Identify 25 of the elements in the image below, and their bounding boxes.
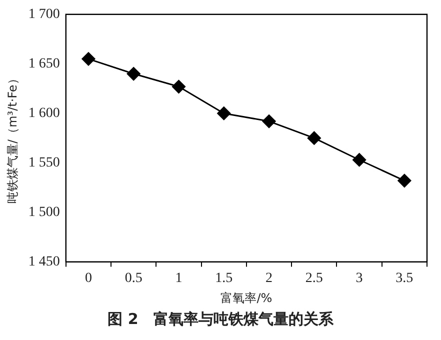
point [307,131,321,145]
y-tick-label: 1 650 [28,56,60,72]
x-tick-label: 3 [356,270,363,286]
x-tick-label: 0 [84,270,92,286]
x-tick-label: 2.5 [305,270,323,286]
y-tick-label: 1 700 [28,7,60,22]
y-tick-label: 1 500 [28,204,60,220]
text: 图 2 富氧率与吨铁煤气量的关系 [106,310,334,329]
y-tick-label: 1 550 [28,156,60,171]
y-axis-title: 吨铁煤气量/（m³/t·Fe） [5,72,20,204]
x-tick-label: 2 [266,270,273,286]
x-tick-label: 1.5 [215,270,233,286]
x-tick-label: 1 [175,270,182,286]
y-tick-label: 1 600 [28,106,60,122]
point [352,153,366,167]
point [217,106,231,120]
x-tick-label: 0.5 [124,270,142,286]
point [262,114,276,128]
y-tick-label: 1 450 [28,254,60,270]
x-tick-label: 3.5 [396,270,414,286]
point [398,174,412,188]
x-axis-title: 富氧率/% [220,290,272,305]
point [126,67,140,81]
point [172,80,186,94]
point [82,52,96,66]
